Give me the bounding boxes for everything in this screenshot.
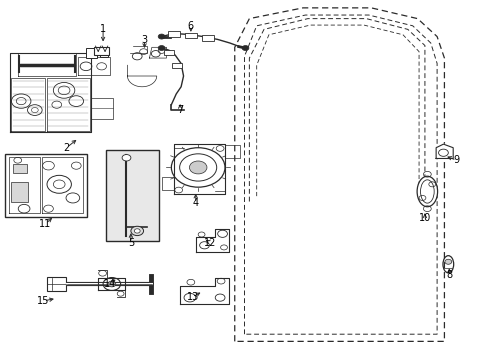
Bar	[202, 35, 213, 41]
Circle shape	[158, 45, 164, 50]
Bar	[4, 154, 86, 217]
Bar	[100, 49, 108, 57]
Text: 1: 1	[100, 24, 106, 35]
Bar	[167, 31, 179, 37]
Text: 12: 12	[204, 238, 216, 248]
Text: 15: 15	[38, 296, 50, 306]
Text: 14: 14	[104, 279, 116, 289]
Polygon shape	[435, 144, 452, 158]
Text: 6: 6	[187, 21, 194, 31]
Text: 7: 7	[177, 105, 183, 115]
Circle shape	[189, 161, 206, 174]
Text: 11: 11	[40, 219, 52, 229]
Bar	[13, 164, 26, 173]
Bar	[172, 63, 182, 68]
Bar	[184, 33, 196, 39]
Text: 2: 2	[63, 143, 69, 153]
Bar	[105, 149, 159, 241]
Circle shape	[131, 226, 143, 235]
Circle shape	[444, 259, 451, 264]
Circle shape	[134, 229, 140, 233]
Text: 4: 4	[192, 198, 199, 208]
Text: 9: 9	[453, 155, 459, 165]
Text: 13: 13	[187, 292, 199, 302]
Bar	[163, 50, 173, 55]
Circle shape	[158, 34, 164, 39]
Circle shape	[108, 281, 116, 287]
Circle shape	[122, 154, 131, 161]
Bar	[86, 48, 97, 58]
Circle shape	[242, 45, 248, 50]
Bar	[11, 182, 28, 202]
Bar	[47, 277, 65, 291]
Ellipse shape	[416, 176, 437, 207]
Bar	[94, 47, 109, 55]
Text: 5: 5	[127, 238, 134, 248]
Text: 8: 8	[446, 270, 451, 280]
Text: 10: 10	[418, 213, 430, 222]
Text: 3: 3	[141, 35, 147, 45]
